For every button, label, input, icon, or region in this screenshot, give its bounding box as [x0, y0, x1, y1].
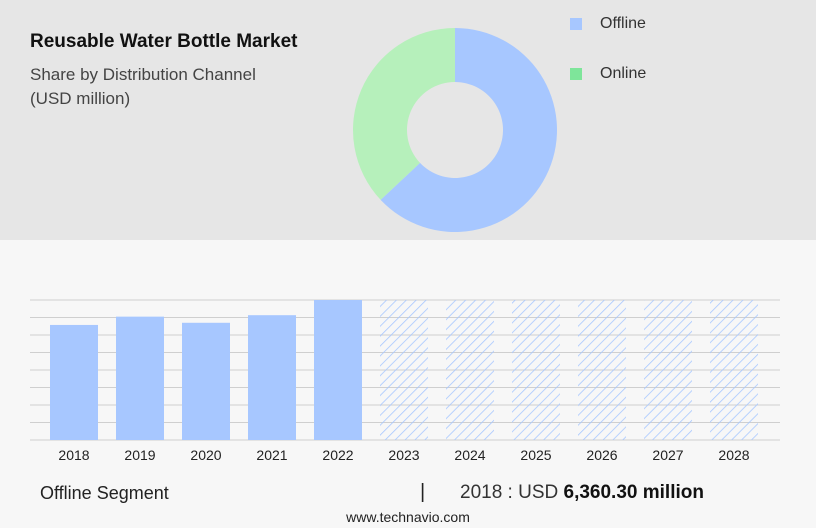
x-tick-label: 2022	[322, 447, 353, 463]
legend: Offline Online	[570, 14, 646, 114]
bar-2021	[248, 315, 296, 440]
x-tick-label: 2026	[586, 447, 617, 463]
legend-item-offline: Offline	[570, 14, 646, 34]
bar-2019	[116, 316, 164, 440]
subtitle-line-2: (USD million)	[30, 89, 131, 108]
bar-2022	[314, 300, 362, 440]
legend-label-online: Online	[600, 65, 647, 82]
website-link[interactable]: www.technavio.com	[346, 509, 470, 525]
segment-amount: 6,360.30 million	[563, 482, 704, 503]
legend-item-online: Online	[570, 64, 646, 84]
legend-label-offline: Offline	[600, 15, 646, 32]
x-tick-label: 2024	[454, 447, 485, 463]
donut-slice-online	[353, 28, 455, 200]
bar-2023	[380, 300, 428, 440]
bar-2027	[644, 300, 692, 440]
chart-subtitle: Share by Distribution Channel (USD milli…	[30, 63, 256, 111]
legend-swatch-offline	[570, 18, 582, 30]
bar-2020	[182, 322, 230, 440]
segment-label: Offline Segment	[40, 483, 169, 503]
donut-chart	[353, 28, 557, 232]
footer-separator: |	[420, 481, 426, 503]
bar-2026	[578, 300, 626, 440]
legend-swatch-online	[570, 68, 582, 80]
bar-2024	[446, 300, 494, 440]
x-tick-label: 2019	[124, 447, 155, 463]
x-tick-label: 2020	[190, 447, 221, 463]
bar-2028	[710, 300, 758, 440]
chart-title: Reusable Water Bottle Market	[30, 31, 298, 52]
segment-value: 2018 : USD 6,360.30 million	[460, 482, 704, 504]
x-tick-label: 2025	[520, 447, 551, 463]
x-tick-label: 2027	[652, 447, 683, 463]
x-tick-label: 2018	[58, 447, 89, 463]
bar-chart: 2018 2019 2020 2021 2022 2023 2024 2025 2026 2027…	[30, 299, 780, 463]
x-tick-label: 2028	[718, 447, 749, 463]
donut-slice-offline	[380, 28, 557, 232]
bar-2025	[512, 300, 560, 440]
segment-year: 2018 : USD	[460, 482, 559, 503]
subtitle-line-1: Share by Distribution Channel	[30, 65, 256, 84]
x-tick-label: 2023	[388, 447, 419, 463]
bar-2018	[50, 324, 98, 440]
x-tick-label: 2021	[256, 447, 287, 463]
